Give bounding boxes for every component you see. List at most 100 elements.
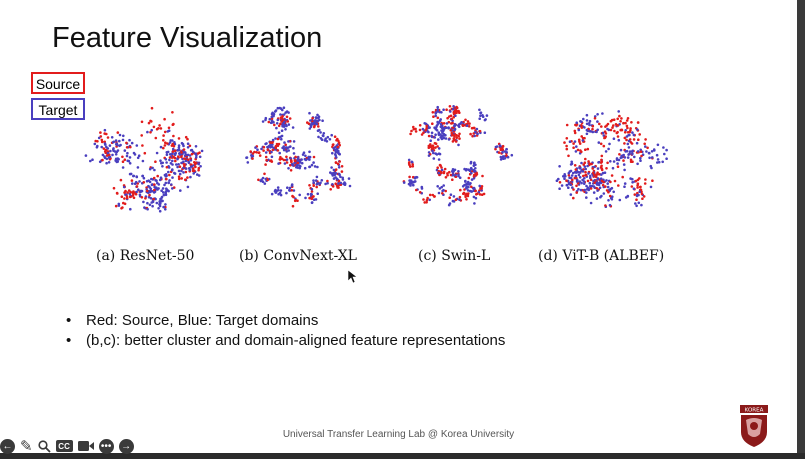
- source-point: [600, 125, 603, 128]
- source-point: [474, 189, 477, 193]
- target-point: [588, 129, 591, 133]
- target-point: [334, 153, 337, 156]
- source-point: [180, 155, 183, 159]
- source-point: [613, 179, 617, 183]
- target-point: [443, 134, 447, 137]
- camera-icon[interactable]: [77, 438, 94, 454]
- captions-icon[interactable]: CC: [55, 440, 73, 452]
- source-point: [265, 158, 268, 162]
- target-point: [132, 174, 135, 178]
- target-point: [617, 158, 621, 162]
- target-point: [138, 193, 142, 196]
- target-point: [282, 148, 286, 152]
- target-point: [264, 116, 268, 120]
- target-point: [434, 133, 437, 136]
- source-point: [140, 120, 144, 124]
- korea-university-logo: KOREA: [740, 405, 768, 447]
- source-point: [602, 144, 606, 148]
- target-point: [440, 168, 444, 172]
- target-point: [155, 179, 158, 182]
- target-point: [136, 166, 140, 169]
- source-point: [640, 192, 644, 196]
- target-point: [567, 186, 570, 189]
- source-point: [605, 167, 608, 170]
- target-point: [162, 205, 165, 209]
- source-point: [267, 120, 271, 124]
- target-point: [626, 156, 630, 159]
- source-point: [188, 144, 192, 148]
- forward-icon[interactable]: →: [118, 438, 134, 454]
- target-point: [586, 164, 589, 168]
- source-point: [572, 142, 575, 145]
- source-point: [257, 151, 261, 155]
- source-point: [171, 111, 174, 114]
- pen-icon[interactable]: ✎: [20, 438, 33, 455]
- source-point: [448, 170, 451, 174]
- source-point: [444, 176, 448, 179]
- target-point: [583, 165, 587, 168]
- source-point: [284, 143, 287, 147]
- target-point: [608, 203, 612, 207]
- source-point: [609, 180, 612, 184]
- source-point: [186, 176, 189, 179]
- source-point: [130, 179, 134, 182]
- source-point: [591, 124, 595, 128]
- target-point: [618, 198, 622, 202]
- source-point: [251, 152, 255, 155]
- source-point: [455, 106, 459, 110]
- source-point: [565, 147, 569, 151]
- target-point: [587, 122, 591, 125]
- more-icon[interactable]: •••: [98, 438, 114, 454]
- target-point: [183, 151, 186, 154]
- target-point: [122, 185, 126, 189]
- target-point: [636, 150, 640, 153]
- target-point: [292, 140, 296, 143]
- target-point: [180, 161, 183, 165]
- target-point: [440, 185, 443, 189]
- source-point: [630, 121, 633, 124]
- target-point: [623, 168, 626, 172]
- target-point: [578, 176, 582, 179]
- source-point: [189, 157, 192, 160]
- target-point: [135, 175, 138, 178]
- source-point: [425, 124, 428, 128]
- source-point: [448, 105, 452, 108]
- source-point: [480, 193, 484, 196]
- target-point: [171, 147, 175, 151]
- source-point: [591, 167, 594, 170]
- source-point: [291, 204, 295, 208]
- source-point: [458, 137, 461, 140]
- back-icon[interactable]: ←: [0, 438, 15, 454]
- source-point: [464, 118, 467, 122]
- target-point: [272, 146, 275, 150]
- target-point: [200, 149, 204, 153]
- target-point: [447, 126, 450, 129]
- target-point: [662, 146, 665, 149]
- target-point: [126, 159, 129, 163]
- source-point: [584, 157, 587, 161]
- source-point: [616, 124, 620, 127]
- target-point: [564, 174, 567, 178]
- target-point: [468, 183, 471, 186]
- source-point: [132, 190, 135, 193]
- source-point: [431, 122, 434, 125]
- source-point: [152, 125, 156, 129]
- source-point: [623, 136, 627, 140]
- target-point: [162, 191, 165, 194]
- target-point: [585, 122, 589, 126]
- target-point: [89, 159, 92, 163]
- target-point: [103, 142, 107, 145]
- target-point: [633, 155, 636, 159]
- target-point: [624, 129, 627, 132]
- target-point: [595, 197, 599, 200]
- source-point: [612, 124, 615, 127]
- zoom-icon[interactable]: [37, 438, 51, 454]
- target-point: [593, 115, 597, 118]
- source-point: [432, 146, 435, 150]
- source-point: [436, 116, 440, 120]
- target-point: [84, 154, 88, 157]
- target-point: [280, 129, 284, 132]
- source-point: [418, 128, 422, 132]
- target-point: [265, 142, 268, 145]
- target-point: [332, 171, 335, 175]
